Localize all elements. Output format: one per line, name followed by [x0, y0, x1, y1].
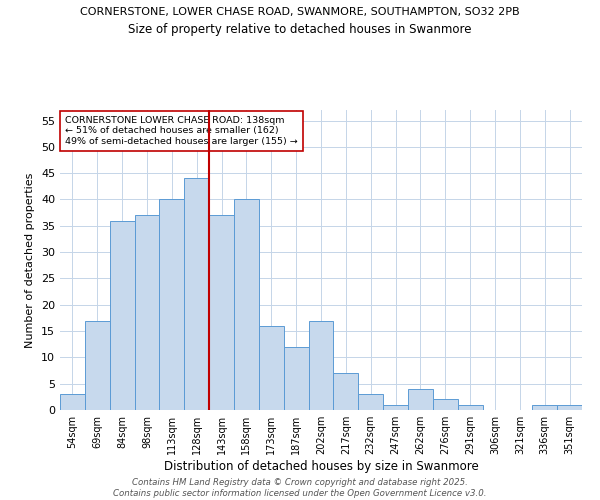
- Bar: [284, 347, 308, 410]
- Bar: [234, 200, 259, 410]
- Bar: [134, 216, 160, 410]
- Text: CORNERSTONE, LOWER CHASE ROAD, SWANMORE, SOUTHAMPTON, SO32 2PB: CORNERSTONE, LOWER CHASE ROAD, SWANMORE,…: [80, 8, 520, 18]
- Bar: [308, 320, 334, 410]
- Bar: [383, 404, 408, 410]
- Y-axis label: Number of detached properties: Number of detached properties: [25, 172, 35, 348]
- Bar: [209, 216, 234, 410]
- Text: CORNERSTONE LOWER CHASE ROAD: 138sqm
← 51% of detached houses are smaller (162)
: CORNERSTONE LOWER CHASE ROAD: 138sqm ← 5…: [65, 116, 298, 146]
- Bar: [532, 404, 557, 410]
- Text: Contains HM Land Registry data © Crown copyright and database right 2025.
Contai: Contains HM Land Registry data © Crown c…: [113, 478, 487, 498]
- Bar: [110, 220, 134, 410]
- X-axis label: Distribution of detached houses by size in Swanmore: Distribution of detached houses by size …: [164, 460, 478, 473]
- Bar: [60, 394, 85, 410]
- Bar: [408, 389, 433, 410]
- Bar: [259, 326, 284, 410]
- Bar: [334, 373, 358, 410]
- Text: Size of property relative to detached houses in Swanmore: Size of property relative to detached ho…: [128, 22, 472, 36]
- Bar: [358, 394, 383, 410]
- Bar: [557, 404, 582, 410]
- Bar: [184, 178, 209, 410]
- Bar: [433, 400, 458, 410]
- Bar: [160, 200, 184, 410]
- Bar: [458, 404, 482, 410]
- Bar: [85, 320, 110, 410]
